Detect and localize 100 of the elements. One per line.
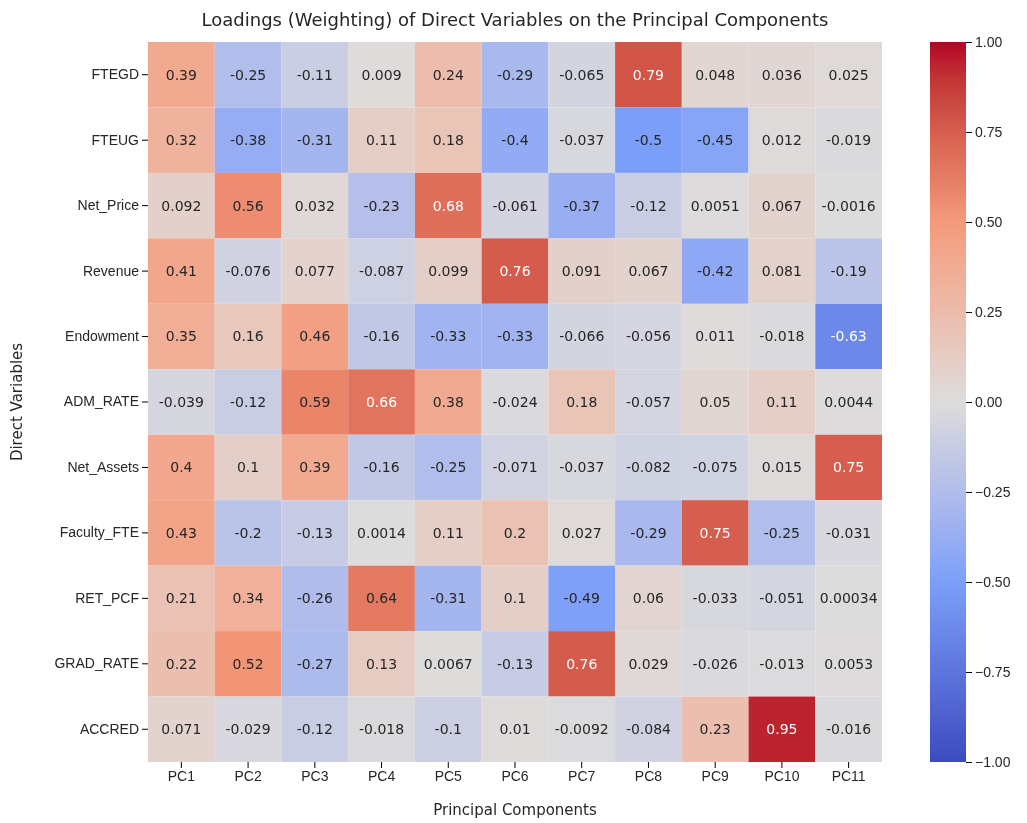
data-label: -0.084: [625, 721, 672, 738]
data-label: -0.087: [358, 262, 405, 279]
data-label: -0.13: [296, 524, 333, 541]
data-label: 0.077: [294, 262, 335, 279]
data-label: 0.16: [232, 328, 264, 345]
y-tick-label: Faculty_FTE: [59, 524, 139, 541]
data-label: -0.19: [830, 262, 867, 279]
data-label: 0.01: [499, 721, 531, 738]
x-axis-title: Principal Components: [433, 801, 597, 819]
x-tick-label: PC11: [831, 767, 866, 784]
data-label: -0.31: [430, 590, 467, 607]
data-label: -0.63: [830, 328, 867, 345]
y-tick-label: Revenue: [82, 262, 140, 279]
data-label: 0.95: [766, 721, 798, 738]
data-label: 0.75: [833, 459, 865, 476]
data-label: 0.22: [165, 655, 197, 672]
data-label: -0.019: [826, 132, 872, 149]
data-label: -0.49: [563, 590, 600, 607]
color-bar-label: 0.50: [975, 213, 1003, 230]
data-label: 0.081: [761, 262, 802, 279]
data-label: -0.031: [826, 524, 872, 541]
data-label: -0.29: [496, 66, 534, 83]
data-label: -0.029: [225, 721, 271, 738]
data-label: -0.0016: [821, 197, 876, 214]
data-label: 0.24: [432, 66, 464, 83]
data-label: -0.016: [826, 721, 872, 738]
color-bar-label: 0.75: [975, 123, 1003, 140]
data-label: -0.024: [492, 393, 538, 410]
data-label: -0.13: [496, 655, 534, 672]
x-tick-label: PC7: [568, 767, 596, 784]
data-label: -0.12: [296, 721, 333, 738]
x-tick-label: PC9: [701, 767, 730, 784]
data-label: 0.56: [232, 197, 264, 214]
y-tick-label: Net_Price: [77, 197, 140, 214]
data-label: 0.0053: [824, 655, 874, 672]
data-label: -0.25: [763, 524, 801, 541]
data-label: -0.45: [697, 132, 734, 149]
data-label: -0.33: [430, 328, 467, 345]
data-label: 0.11: [365, 132, 398, 149]
data-label: 0.05: [699, 393, 731, 410]
data-label: 0.18: [566, 393, 598, 410]
color-bar-label: −1.00: [975, 753, 1011, 770]
data-label: 0.75: [699, 524, 731, 541]
data-label: 0.66: [365, 393, 398, 410]
data-label: 0.011: [695, 328, 736, 345]
color-bar-label: 1.00: [975, 33, 1003, 50]
data-label: -0.16: [363, 328, 400, 345]
y-tick-label: ACCRED: [79, 720, 139, 737]
data-label: 0.009: [361, 66, 402, 83]
data-label: -0.16: [363, 459, 400, 476]
data-label: -0.26: [296, 590, 334, 607]
color-bar-label: −0.50: [975, 573, 1011, 590]
data-label: 0.79: [632, 66, 665, 83]
data-label: 0.64: [365, 590, 398, 607]
x-tick-label: PC1: [167, 767, 196, 784]
data-label: -0.12: [630, 197, 667, 214]
data-label: 0.21: [165, 590, 197, 607]
data-label: 0.76: [566, 655, 598, 672]
x-tick-label: PC6: [501, 767, 529, 784]
x-tick-label: PC5: [434, 767, 463, 784]
data-label: -0.037: [559, 132, 605, 149]
x-tick-label: PC3: [301, 767, 329, 784]
data-label: 0.032: [294, 197, 335, 214]
data-label: -0.037: [559, 459, 605, 476]
x-tick-label: PC10: [764, 767, 800, 784]
data-label: 0.036: [761, 66, 803, 83]
color-bar-label: −0.25: [975, 483, 1011, 500]
data-label: 0.067: [761, 197, 802, 214]
data-label: -0.11: [296, 66, 333, 83]
data-label: -0.31: [296, 132, 333, 149]
data-label: -0.065: [559, 66, 605, 83]
data-label: -0.018: [759, 328, 805, 345]
data-label: 0.52: [232, 655, 264, 672]
data-label: -0.42: [697, 262, 734, 279]
data-label: 0.11: [766, 393, 798, 410]
data-label: 0.091: [561, 262, 602, 279]
data-label: -0.27: [296, 655, 333, 672]
data-label: -0.1: [434, 721, 462, 738]
data-label: -0.061: [492, 197, 538, 214]
data-label: 0.0051: [690, 197, 740, 214]
data-label: -0.026: [692, 655, 738, 672]
y-tick-label: GRAD_RATE: [54, 655, 139, 672]
y-tick-label: RET_PCF: [75, 589, 139, 606]
color-bar-label: 0.25: [975, 303, 1003, 320]
data-label: -0.4: [501, 132, 529, 149]
data-label: 0.00034: [819, 590, 878, 607]
data-label: -0.38: [229, 132, 267, 149]
data-label: 0.015: [761, 459, 802, 476]
data-label: -0.25: [430, 459, 467, 476]
data-label: -0.082: [625, 459, 672, 476]
data-label: -0.075: [692, 459, 738, 476]
data-label: 0.41: [165, 262, 197, 279]
data-label: 0.025: [828, 66, 869, 83]
data-label: 0.13: [365, 655, 398, 672]
y-tick-label: ADM_RATE: [63, 393, 139, 410]
data-label: -0.018: [358, 721, 405, 738]
data-label: 0.34: [232, 590, 264, 607]
data-label: 0.1: [236, 459, 260, 476]
data-label: -0.29: [630, 524, 667, 541]
data-label: 0.099: [428, 262, 469, 279]
